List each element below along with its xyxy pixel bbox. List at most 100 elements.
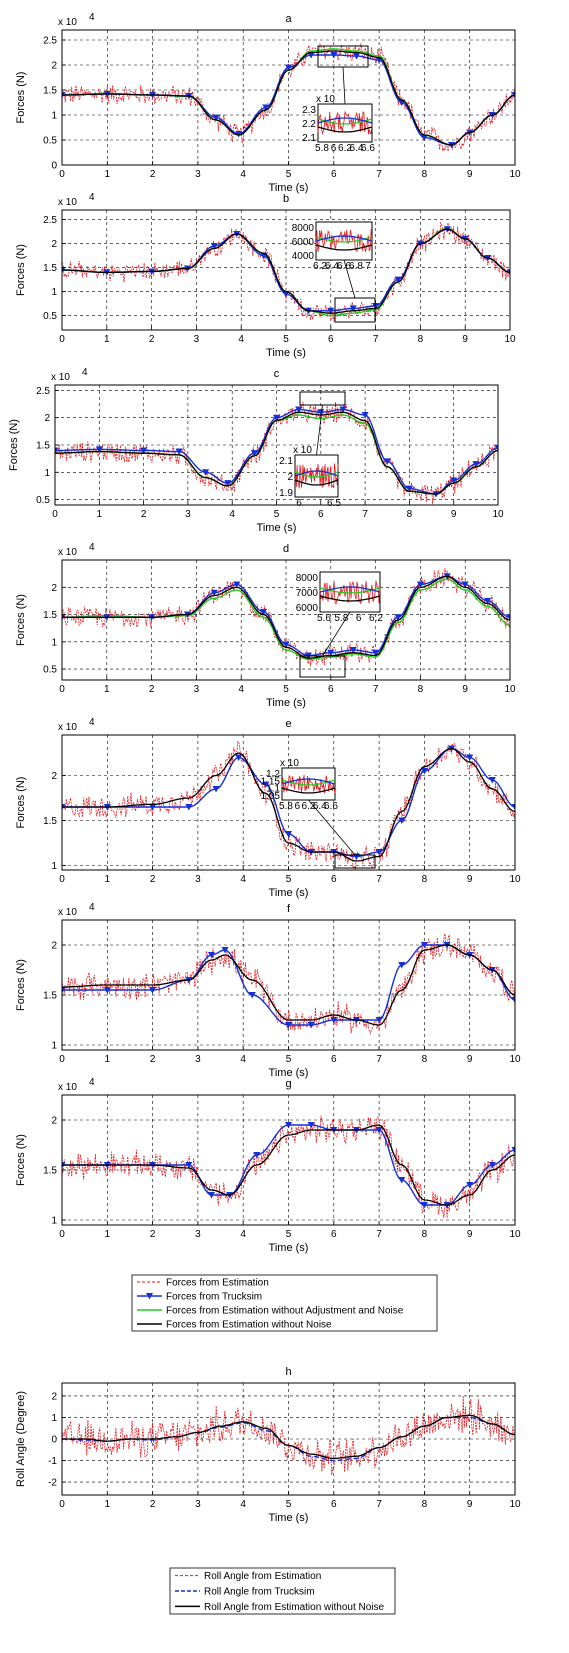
trucksim-marker [472,461,480,468]
x-tick-label: 5 [286,1499,292,1510]
y-tick-label: 1 [51,1413,57,1424]
x-tick-label: 7 [362,509,368,520]
trucksim-marker [450,477,458,484]
series-group [55,401,498,505]
y-tick-label: 0 [51,1435,57,1446]
inset-series-estimation [281,774,336,794]
trucksim-marker [260,608,268,616]
trucksim-marker [420,134,428,141]
trucksim-marker [511,1147,515,1154]
x-tick-label: 4 [240,874,246,885]
inset-series-no_adjust [315,236,373,243]
x-tick-label: 9 [451,509,457,520]
trucksim-marker [327,649,335,657]
trucksim-marker [250,450,258,457]
inset-series-no_noise [319,595,381,602]
panel-b: 0 1 2 3 4 5 6 7 8 9 10 0.5 1 1.5 2 2.5x 10 4 b Time (s) For… [15,192,516,359]
y-tick-label: 2 [51,239,57,250]
inset-x-tick-label: 6 [356,613,362,624]
x-tick-label: 2 [149,334,155,345]
legend-label: Forces from Trucksim [166,1292,262,1303]
inset-x-tick-label: 5.8 [279,801,293,812]
trucksim-marker [394,276,402,284]
inset-exponent: x 10 [316,94,335,105]
x-tick-label: 9 [467,169,473,180]
inset-y-tick-label: 8000 [296,573,319,584]
x-tick-label: 2 [150,169,156,180]
x-tick-label: 4 [238,334,244,345]
x-tick-label: 7 [373,334,379,345]
inset-x-tick-label: 5.6 [317,613,331,624]
trucksim-marker [233,581,241,589]
x-tick-label: 7 [376,1229,382,1240]
x-tick-label: 4 [240,1499,246,1510]
trucksim-marker [224,480,232,487]
inset-x-tick-label: 6 [331,143,337,154]
x-tick-label: 6 [331,1054,337,1065]
trucksim-marker [149,987,157,994]
y-exponent: x 10 [58,17,77,28]
series-estimation [62,1395,515,1475]
inset-series [317,110,373,135]
trucksim-marker [330,52,338,59]
inset-series-trucksim [319,586,381,593]
inset-y-tick-label: 4000 [292,251,315,262]
x-tick-label: 0 [59,1499,65,1510]
trucksim-marker [484,597,492,605]
inset-x-tick-label: 6.2 [302,801,316,812]
trucksim-marker [420,768,428,775]
inset-y-tick-label: 1.9 [279,488,293,499]
panel-title: d [283,543,289,555]
panel-title: b [283,193,289,205]
y-tick-label: 2.5 [43,36,57,47]
x-tick-label: 2 [149,684,155,695]
trucksim-marker [185,804,193,811]
y-exponent-power: 4 [89,12,95,23]
trucksim-marker [212,114,220,121]
y-tick-label: 2 [51,583,57,594]
series-group [62,567,510,667]
inset-series [319,580,381,606]
trucksim-marker [285,1022,292,1029]
y-exponent-power: 4 [89,192,95,203]
trucksim-marker [375,1017,383,1024]
x-tick-label: 3 [195,1499,201,1510]
trucksim-marker [375,849,383,856]
y-exponent: x 10 [58,722,77,733]
legend-box [169,1567,396,1615]
inset-series-no_adjust [317,118,373,125]
y-tick-label: 1 [44,468,50,479]
y-axis-label: Forces (N) [15,244,27,296]
trucksim-marker [405,485,413,493]
series-no_noise [62,50,515,146]
x-tick-label: 8 [407,509,413,520]
inset-y-tick-label: 2.2 [302,119,316,130]
x-tick-label: 7 [376,169,382,180]
inset-y-tick-label: 1.15 [261,776,281,787]
x-tick-label: 0 [59,1229,65,1240]
x-tick-label: 6 [331,874,337,885]
series-estimation [62,567,510,667]
x-tick-label: 8 [418,684,424,695]
trucksim-marker [207,1192,215,1199]
y-tick-label: 2.5 [43,215,57,226]
x-tick-label: 10 [509,169,521,180]
x-tick-label: 3 [185,509,191,520]
x-tick-label: 1 [105,874,111,885]
legend-label: Forces from Estimation [166,1278,269,1289]
y-exponent: x 10 [51,372,70,383]
y-tick-label: -2 [48,1478,57,1489]
inset-x-tick-label: 6.8 [349,261,363,272]
y-tick-label: 1.5 [43,610,57,621]
inset-x-tick-label: 6.6 [324,801,338,812]
trucksim-marker [352,53,360,60]
x-tick-label: 4 [240,169,246,180]
zoom-connector [308,799,356,856]
x-axis-label: Time (s) [269,1242,309,1254]
series-estimation [62,1115,515,1219]
x-tick-label: 8 [422,169,428,180]
x-tick-label: 6 [331,169,337,180]
x-tick-label: 8 [422,1054,428,1065]
